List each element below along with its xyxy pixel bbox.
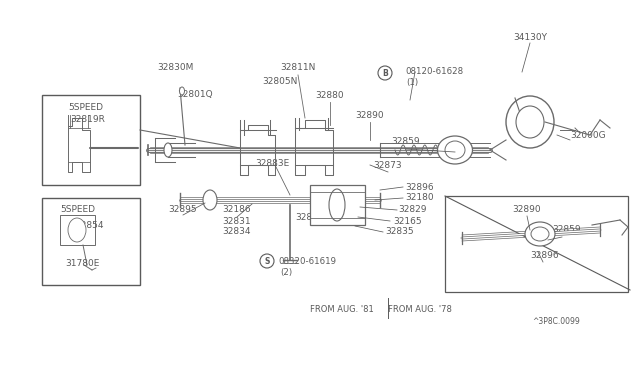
Bar [60,215,95,245]
Text: 32180: 32180 [405,193,434,202]
Text: 32165: 32165 [393,217,422,225]
Text: 32801Q: 32801Q [177,90,213,99]
Ellipse shape [164,143,172,157]
Ellipse shape [506,96,554,148]
Text: ^3P8C.0099: ^3P8C.0099 [532,317,580,327]
Circle shape [378,66,392,80]
Text: B: B [382,68,388,77]
Text: 08120-61628: 08120-61628 [405,67,463,77]
Text: 32890: 32890 [513,205,541,215]
Text: 32859: 32859 [392,138,420,147]
Text: 32873: 32873 [374,160,403,170]
Bar [310,185,365,225]
Text: 32896: 32896 [531,251,559,260]
Text: 08320-61619: 08320-61619 [278,257,336,266]
Ellipse shape [445,141,465,159]
Ellipse shape [516,106,544,138]
Ellipse shape [329,189,345,221]
Text: 32859: 32859 [553,225,581,234]
Text: 32834: 32834 [223,228,252,237]
Text: 32854: 32854 [76,221,104,230]
Ellipse shape [203,190,217,210]
Text: 32829: 32829 [398,205,426,215]
Text: FROM AUG. '81: FROM AUG. '81 [310,305,374,314]
Text: 32835: 32835 [385,228,413,237]
Text: 32890: 32890 [356,110,384,119]
Text: 32896: 32896 [405,183,434,192]
Text: 32829N: 32829N [296,214,331,222]
Text: 31780E: 31780E [65,259,99,267]
Text: 32805N: 32805N [262,77,298,87]
Text: 32895: 32895 [169,205,197,215]
Text: 32883E: 32883E [255,158,289,167]
Text: (2): (2) [280,267,292,276]
Bar [42,198,140,285]
Ellipse shape [525,222,555,246]
Ellipse shape [531,227,549,241]
Text: 5SPEED: 5SPEED [60,205,95,215]
Ellipse shape [68,218,86,242]
Text: FROM AUG. '78: FROM AUG. '78 [388,305,452,314]
Text: 32831: 32831 [223,217,252,225]
Text: S: S [264,257,269,266]
Circle shape [260,254,274,268]
Text: 32830M: 32830M [157,64,193,73]
Ellipse shape [438,136,472,164]
Text: 32000G: 32000G [570,131,605,140]
Text: 32811N: 32811N [280,62,316,71]
Text: 32880: 32880 [316,90,344,99]
Text: (1): (1) [406,78,418,87]
Text: 32186: 32186 [223,205,252,215]
Text: 34130Y: 34130Y [513,33,547,42]
Text: 5SPEED: 5SPEED [68,103,103,112]
Ellipse shape [179,87,184,95]
Bar [42,95,140,185]
Bar [445,196,628,292]
Text: 32819R: 32819R [70,115,105,125]
